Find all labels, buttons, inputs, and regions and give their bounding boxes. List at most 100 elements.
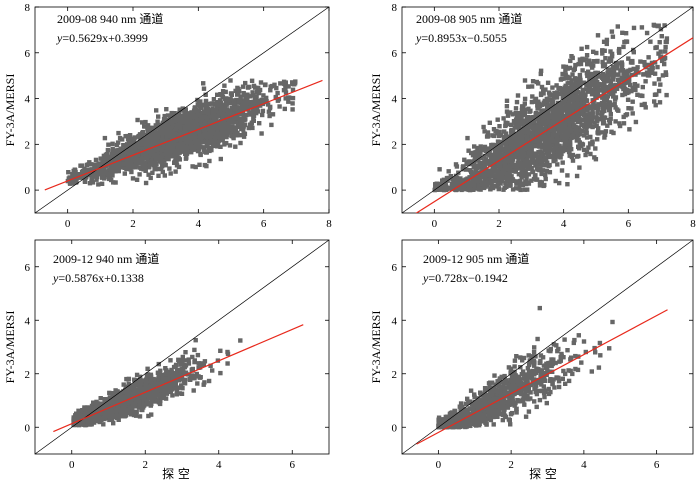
scatter-point (492, 173, 497, 179)
scatter-point (177, 157, 182, 162)
scatter-point (476, 154, 481, 159)
scatter-point (559, 121, 564, 127)
plot-frame (34, 239, 330, 455)
scatter-point (625, 97, 631, 102)
scatter-point (135, 117, 140, 123)
scatter-point (649, 60, 655, 66)
scatter-point (531, 125, 536, 130)
scatter-point (269, 83, 275, 89)
scatter-point (614, 86, 620, 91)
scatter-point (507, 172, 512, 177)
scatter-point (231, 102, 237, 107)
scatter-point (213, 109, 219, 114)
scatter-point (121, 143, 126, 148)
scatter-point (514, 179, 519, 184)
scatter-point (251, 113, 257, 118)
scatter-point (180, 108, 185, 113)
scatter-point (555, 153, 560, 159)
scatter-point (587, 88, 592, 93)
scatter-point (459, 178, 465, 184)
scatter-point (104, 153, 109, 159)
scatter-point (139, 141, 144, 147)
y-tick-label: 8 (392, 2, 398, 14)
scatter-point (88, 172, 93, 178)
scatter-point (73, 173, 79, 178)
scatter-point (290, 87, 296, 92)
x-tick-label: 8 (326, 218, 332, 230)
scatter-point (560, 108, 565, 114)
scatter-point (551, 138, 556, 144)
scatter-point (177, 114, 183, 119)
scatter-point (203, 92, 208, 97)
scatter-point (240, 102, 246, 108)
scatter-point (642, 101, 647, 107)
scatter-point (143, 180, 149, 186)
scatter-point (473, 177, 478, 182)
scatter-point (209, 147, 214, 153)
scatter-point (140, 156, 146, 161)
scatter-point (505, 120, 510, 126)
y-tick-label: 2 (25, 139, 31, 151)
scatter-point (278, 81, 283, 86)
scatter-point (584, 53, 590, 58)
scatter-point (524, 180, 529, 185)
scatter-point (527, 125, 532, 130)
scatter-point (548, 136, 553, 142)
scatter-point (647, 67, 652, 72)
scatter-point (238, 94, 243, 99)
scatter-point (120, 161, 125, 167)
scatter-point (235, 92, 240, 97)
scatter-point (129, 146, 134, 151)
scatter-point (607, 120, 613, 126)
scatter-point (606, 59, 611, 64)
scatter-point (154, 108, 159, 113)
scatter-point (600, 121, 606, 126)
scatter-point (100, 160, 105, 165)
scatter-point (541, 183, 546, 189)
scatter-point (586, 145, 591, 150)
scatter-point (251, 118, 256, 123)
scatter-point (172, 114, 178, 119)
scatter-point (161, 116, 167, 122)
scatter-point (561, 64, 566, 69)
scatter-point (580, 142, 586, 147)
scatter-point (225, 99, 230, 104)
scatter-point (490, 169, 495, 175)
scatter-point (505, 158, 510, 164)
scatter-point (574, 97, 579, 102)
scatter-point (94, 177, 99, 182)
scatter-point (553, 145, 558, 151)
scatter-point (554, 132, 560, 137)
scatter-point (218, 144, 223, 149)
scatter-point (566, 141, 572, 146)
scatter-point (617, 123, 623, 129)
scatter-point (205, 139, 210, 144)
scatter-point (245, 92, 250, 97)
scatter-point (196, 134, 201, 139)
scatter-point (600, 106, 606, 111)
scatter-point (201, 81, 206, 86)
scatter-point (581, 133, 587, 138)
scatter-point (574, 138, 579, 143)
scatter-point (631, 66, 636, 72)
scatter-point (72, 169, 77, 174)
scatter-point (578, 83, 583, 89)
scatter-point (137, 132, 143, 138)
scatter-point (517, 120, 522, 125)
scatter-point (578, 61, 583, 66)
scatter-point (590, 83, 595, 88)
scatter-point (607, 100, 612, 105)
scatter-point (158, 150, 163, 155)
scatter-point (220, 89, 226, 94)
scatter-point (251, 108, 256, 114)
scatter-point (111, 421, 116, 426)
scatter-point (207, 114, 213, 119)
scatter-point (600, 109, 605, 115)
scatter-point (590, 142, 595, 147)
scatter-point (247, 111, 252, 116)
scatter-point (148, 175, 153, 181)
scatter-point (621, 121, 627, 126)
scatter-point (543, 176, 548, 182)
equation-y: y (415, 31, 422, 45)
scatter-point (621, 44, 626, 50)
